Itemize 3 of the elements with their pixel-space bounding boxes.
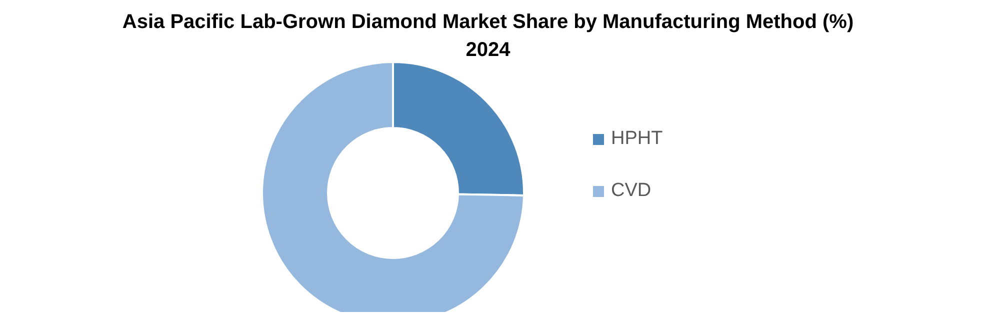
legend-label: CVD — [611, 180, 652, 202]
chart-title: Asia Pacific Lab-Grown Diamond Market Share by Manufacturing Method (%) 2024 — [121, 10, 855, 63]
legend-label: HPHT — [611, 128, 663, 150]
